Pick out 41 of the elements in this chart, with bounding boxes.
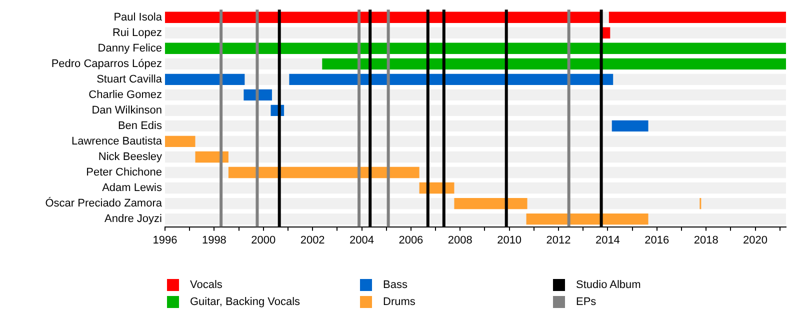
y-tick-label: Charlie Gomez xyxy=(88,88,162,101)
bar xyxy=(526,213,648,225)
legend-label: Vocals xyxy=(190,278,222,290)
y-tick-label: Adam Lewis xyxy=(102,182,162,194)
y-tick-label: Paul Isola xyxy=(114,11,163,24)
y-tick-label: Ben Edis xyxy=(118,120,162,132)
bar xyxy=(228,166,420,178)
y-tick-label: Óscar Preciado Zamora xyxy=(45,196,163,210)
y-tick-label: Dan Wilkinson xyxy=(92,104,162,116)
y-tick-label: Andre Joyzi xyxy=(104,213,162,226)
x-tick-label: 1996 xyxy=(152,234,178,246)
y-tick-label: Nick Beesley xyxy=(98,151,162,164)
legend-label: EPs xyxy=(576,296,596,308)
bar xyxy=(608,12,786,23)
legend-label: Bass xyxy=(383,278,408,290)
y-tick-label: Danny Felice xyxy=(98,42,162,54)
x-tick-label: 2008 xyxy=(448,234,472,246)
x-tick-label: 2016 xyxy=(644,234,670,246)
bar xyxy=(612,120,648,132)
legend-label: Drums xyxy=(383,296,416,308)
bar xyxy=(165,136,196,148)
y-tick-label: Stuart Cavilla xyxy=(96,73,163,86)
bar xyxy=(165,74,245,85)
y-tick-label: Peter Chichone xyxy=(86,166,162,179)
x-tick-label: 2002 xyxy=(300,234,325,246)
x-tick-label: 2020 xyxy=(743,234,768,246)
x-tick-label: 1998 xyxy=(202,234,226,246)
x-tick-label: 2004 xyxy=(350,234,374,246)
y-tick-label: Rui Lopez xyxy=(112,26,162,39)
x-tick-label: 2006 xyxy=(398,234,424,246)
y-tick-label: Lawrence Bautista xyxy=(72,136,163,148)
x-tick-label: 2014 xyxy=(595,234,620,246)
legend-label: Studio Album xyxy=(576,278,641,290)
x-tick-label: 2018 xyxy=(694,234,718,246)
x-tick-label: 2012 xyxy=(546,234,571,246)
x-tick-label: 2010 xyxy=(497,234,522,246)
x-tick-label: 2000 xyxy=(251,234,276,246)
bar xyxy=(454,198,528,210)
legend-label: Guitar, Backing Vocals xyxy=(190,296,300,308)
bar xyxy=(165,12,602,23)
y-tick-label: Pedro Caparros López xyxy=(51,58,162,70)
